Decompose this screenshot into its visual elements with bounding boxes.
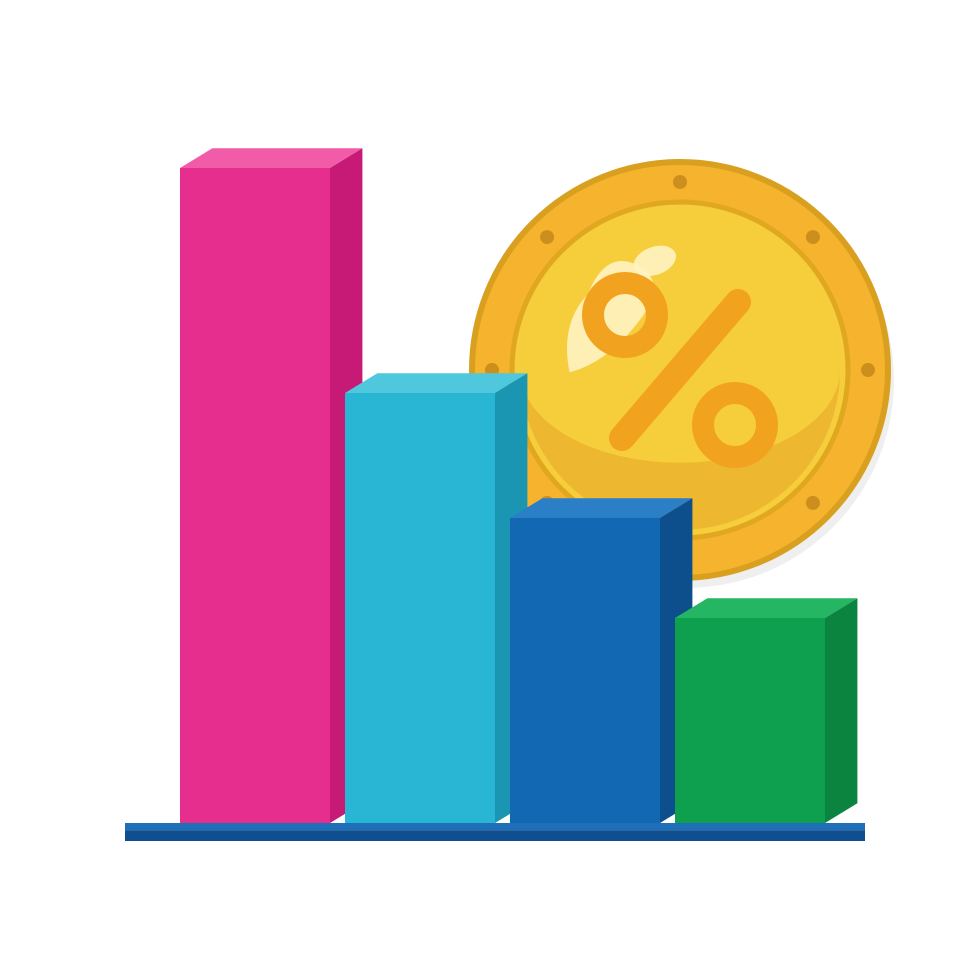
bar-green: [675, 598, 857, 823]
bar-pink: [180, 148, 362, 823]
bar-blue: [510, 498, 692, 823]
bar-cyan: [345, 373, 527, 823]
chart-baseline: [125, 823, 865, 841]
infographic-stage: [0, 0, 980, 980]
infographic-svg: [0, 0, 980, 980]
